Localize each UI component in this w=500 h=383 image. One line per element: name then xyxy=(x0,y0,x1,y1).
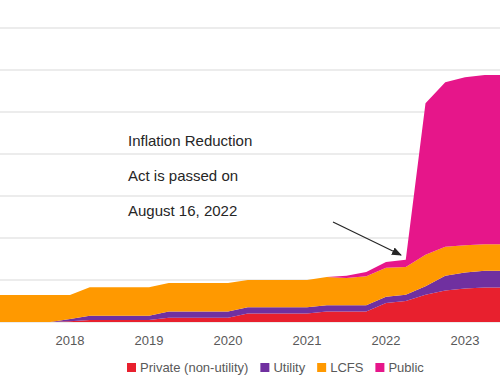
area xyxy=(0,244,500,322)
legend-label: LCFS xyxy=(330,360,364,375)
legend-label: Private (non-utility) xyxy=(140,360,248,375)
legend-swatch xyxy=(260,363,269,372)
annotation: Inflation Reduction Act is passed on Augus… xyxy=(128,132,401,255)
area xyxy=(0,75,500,295)
legend-swatch xyxy=(317,363,326,372)
x-axis: 2018 2019 2020 2021 2022 2023 xyxy=(56,333,480,348)
legend-label: Utility xyxy=(273,360,305,375)
annotation-text: Inflation Reduction xyxy=(128,132,252,149)
x-tick-label: 2022 xyxy=(372,333,401,348)
grid-line xyxy=(0,28,500,29)
plot-area xyxy=(0,75,500,322)
x-tick-label: 2018 xyxy=(56,333,85,348)
legend-swatch xyxy=(127,363,136,372)
x-tick-label: 2019 xyxy=(135,333,164,348)
x-tick-label: 2020 xyxy=(214,333,243,348)
x-tick-label: 2021 xyxy=(293,333,322,348)
annotation-arrow xyxy=(333,222,401,255)
annotation-text: Act is passed on xyxy=(128,167,238,184)
legend: Private (non-utility) Utility LCFS Public xyxy=(127,360,424,375)
grid-line xyxy=(0,70,500,71)
x-tick-label: 2023 xyxy=(451,333,480,348)
annotation-text: August 16, 2022 xyxy=(128,202,237,219)
legend-swatch xyxy=(375,363,384,372)
chart: 2018 2019 2020 2021 2022 2023 Inflation Reduct… xyxy=(0,0,500,383)
legend-label: Public xyxy=(388,360,424,375)
